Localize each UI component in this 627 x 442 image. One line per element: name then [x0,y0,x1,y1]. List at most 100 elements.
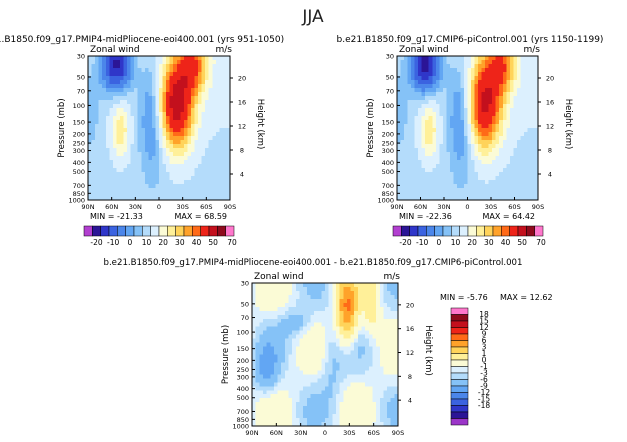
contour-cell [411,148,416,153]
y-tick-label: 250 [382,140,394,148]
contour-cell [119,76,124,81]
contour-cell [379,374,384,379]
contour-cell [530,104,535,109]
y-tick-label: 100 [237,329,249,337]
contour-cell [368,402,373,407]
contour-cell [190,116,195,121]
contour-cell [404,88,408,93]
contour-cell [421,148,426,153]
contour-cell [183,160,188,165]
contour-cell [361,390,366,395]
contour-cell [266,330,271,336]
contour-cell [346,390,351,395]
contour-cell [379,386,384,391]
contour-cell [485,132,490,137]
contour-cell [534,56,539,61]
contour-cell [428,156,433,161]
contour-cell [481,104,486,109]
contour-cell [134,152,139,157]
contour-cell [435,76,440,81]
contour-cell [127,160,131,165]
contour-cell [105,120,110,125]
contour-cell [414,196,419,201]
contour-cell [328,390,333,395]
contour-cell [509,96,514,101]
contour-cell [332,294,337,300]
contour-cell [400,60,405,65]
contour-cell [205,132,210,137]
contour-cell [321,414,326,419]
contour-cell [169,160,174,165]
contour-cell [428,144,433,149]
contour-cell [411,172,416,177]
contour-cell [432,120,437,125]
contour-cell [407,64,412,69]
contour-cell [169,140,174,145]
contour-cell [530,156,535,161]
contour-cell [325,402,330,407]
contour-cell [255,370,260,375]
contour-cell [439,88,444,93]
contour-cell [222,184,227,189]
contour-cell [259,378,264,383]
contour-cell [277,290,282,296]
contour-cell [205,76,210,81]
contour-cell [492,176,497,181]
contour-cell [425,72,430,77]
contour-cell [513,64,518,69]
contour-cell [176,92,181,97]
contour-cell [155,184,160,189]
contour-cell [303,334,308,340]
contour-cell [151,180,156,185]
y-tick-label: 150 [382,119,394,127]
contour-cell [183,64,188,69]
contour-cell [259,366,264,371]
contour-cell [325,362,330,367]
contour-cell [400,132,405,137]
contour-cell [421,196,426,201]
contour-cell [368,342,373,347]
colorbar-tick-label: -10 [416,238,428,247]
contour-cell [411,140,416,145]
y-axis-label: Pressure (mb) [366,98,376,157]
contour-cell [109,152,114,157]
contour-cell [499,156,504,161]
contour-cell [492,68,497,73]
contour-cell [162,68,167,73]
contour-cell [376,382,381,387]
contour-cell [432,164,437,169]
contour-cell [112,120,117,125]
contour-cell [460,184,465,189]
contour-cell [137,196,142,201]
contour-cell [134,180,139,185]
contour-cell [387,362,392,367]
contour-cell [432,156,437,161]
contour-cell [166,184,171,189]
contour-cell [281,354,286,359]
contour-cell [365,354,370,359]
contour-cell [194,172,199,177]
contour-cell [495,168,500,173]
contour-cell [222,124,227,129]
contour-cell [198,164,202,169]
contour-cell [141,172,146,177]
contour-cell [523,124,528,129]
contour-cell [407,80,412,85]
contour-cell [208,136,213,141]
contour-cell [284,283,289,288]
contour-cell [266,346,271,351]
contour-cell [460,156,465,161]
contour-cell [151,104,156,109]
contour-cell [144,188,149,193]
contour-cell [435,72,440,77]
contour-cell [332,394,337,399]
contour-cell [226,188,231,193]
contour-cell [303,330,308,336]
contour-cell [428,124,433,129]
contour-cell [281,350,286,355]
contour-cell [102,76,107,81]
contour-cell [421,164,426,169]
contour-cell [527,92,532,97]
y-right-tick-label: 8 [408,373,412,381]
contour-cell [169,76,174,81]
